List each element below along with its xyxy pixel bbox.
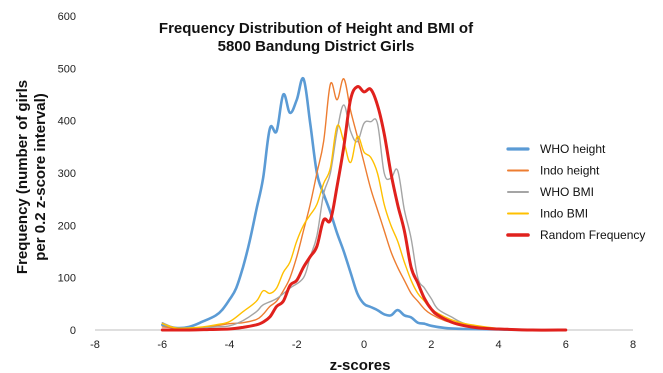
legend-label-who-bmi: WHO BMI xyxy=(540,185,594,199)
x-axis-title: z-scores xyxy=(330,357,391,373)
legend-label-who-height: WHO height xyxy=(540,142,606,156)
series-line-indo-height xyxy=(161,78,533,331)
y-tick-label: 0 xyxy=(70,325,76,337)
y-tick-label: 200 xyxy=(58,220,76,232)
y-axis-title-line-2: per 0.2 z-score interval) xyxy=(32,93,49,261)
x-tick-labels: -8 -6 -4 -2 0 2 4 6 8 xyxy=(90,339,636,351)
series-lines xyxy=(160,76,568,332)
x-tick-label: 6 xyxy=(563,339,569,351)
x-tick-label: 4 xyxy=(495,339,501,351)
chart-title-line-1: Frequency Distribution of Height and BMI… xyxy=(159,20,474,37)
y-tick-label: 400 xyxy=(58,116,76,128)
legend-label-random-frequency: Random Frequency xyxy=(540,228,645,242)
x-tick-label: -2 xyxy=(292,339,302,351)
series-line-who-bmi xyxy=(161,104,533,331)
x-tick-label: -4 xyxy=(225,339,235,351)
series-line-random-frequency xyxy=(160,85,568,332)
legend: WHO height Indo height WHO BMI Indo BMI Rand… xyxy=(506,142,645,242)
y-tick-label: 100 xyxy=(58,273,76,285)
legend-label-indo-bmi: Indo BMI xyxy=(540,207,588,221)
x-tick-label: 8 xyxy=(630,339,636,351)
y-axis-title: Frequency (number of girls per 0.2 z-sco… xyxy=(14,80,49,274)
chart-title-line-2: 5800 Bandung District Girls xyxy=(218,38,415,55)
y-tick-labels: 0 100 200 300 400 500 600 xyxy=(58,11,76,337)
y-tick-label: 300 xyxy=(58,168,76,180)
x-tick-label: -6 xyxy=(157,339,167,351)
x-tick-label: 0 xyxy=(361,339,367,351)
y-tick-label: 600 xyxy=(58,11,76,23)
x-tick-label: -8 xyxy=(90,339,100,351)
x-tick-label: 2 xyxy=(428,339,434,351)
y-axis-title-line-1: Frequency (number of girls xyxy=(14,80,31,274)
y-tick-label: 500 xyxy=(58,63,76,75)
series-line-indo-bmi xyxy=(161,124,533,331)
legend-label-indo-height: Indo height xyxy=(540,164,600,178)
